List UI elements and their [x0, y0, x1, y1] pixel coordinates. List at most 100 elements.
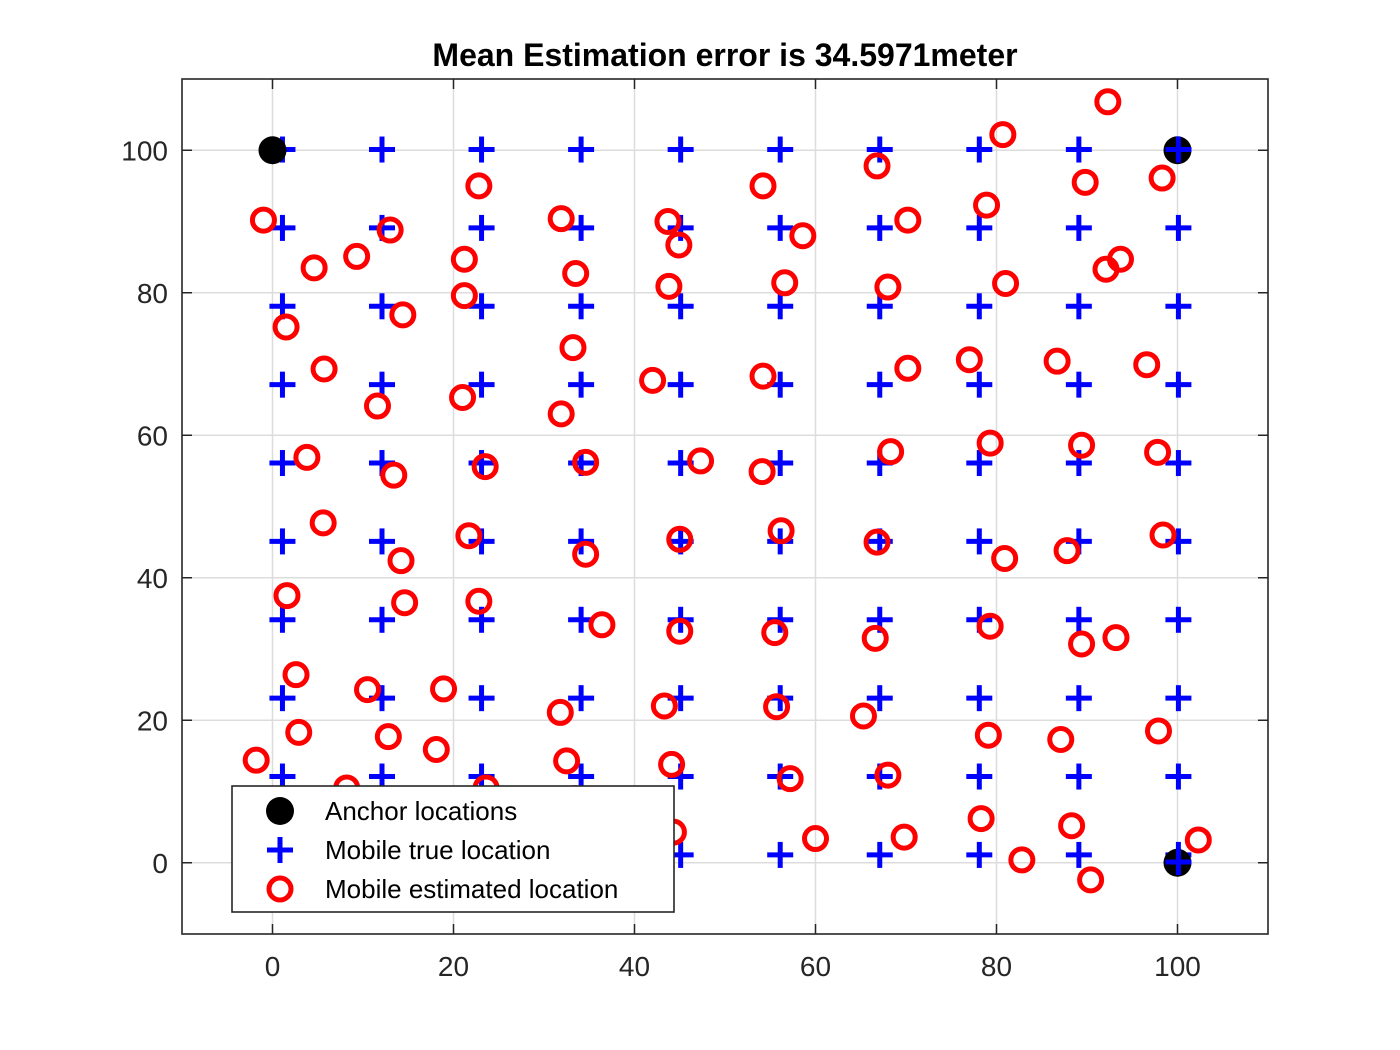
estimated-location-marker	[655, 272, 683, 300]
estimated-location-marker	[559, 334, 587, 362]
estimated-location-marker	[1102, 624, 1130, 652]
estimated-location-marker	[974, 721, 1002, 749]
estimated-location-marker	[553, 747, 581, 775]
estimated-location-marker	[310, 355, 338, 383]
estimated-location-marker	[376, 216, 404, 244]
true-location-marker	[1065, 685, 1092, 712]
estimated-location-marker	[890, 823, 918, 851]
true-location-marker	[866, 371, 893, 398]
estimated-location-marker	[877, 438, 905, 466]
true-location-marker	[866, 841, 893, 868]
estimated-location-marker	[465, 587, 493, 615]
true-location-marker	[269, 528, 296, 555]
estimated-location-marker	[802, 825, 829, 853]
estimated-location-marker	[572, 540, 600, 568]
true-location-marker	[966, 685, 993, 712]
estimated-location-marker	[639, 366, 667, 394]
true-location-marker	[468, 685, 495, 712]
estimated-location-marker	[343, 242, 371, 270]
estimated-location-marker	[1077, 866, 1105, 894]
y-tick-label: 100	[121, 135, 168, 166]
legend-box	[231, 785, 675, 913]
estimated-location-marker	[272, 313, 300, 341]
estimated-location-marker	[894, 206, 922, 234]
true-location-marker	[1065, 763, 1092, 790]
true-location-marker	[767, 136, 794, 163]
true-location-marker	[568, 685, 595, 712]
true-location-marker	[966, 214, 993, 241]
estimated-location-marker	[547, 205, 575, 233]
estimated-location-marker	[894, 354, 922, 382]
true-location-marker	[568, 293, 595, 320]
estimated-location-marker	[650, 692, 678, 720]
estimated-location-marker	[1148, 164, 1176, 192]
true-location-marker	[667, 136, 694, 163]
true-location-marker	[1065, 136, 1092, 163]
legend: Anchor locations Mobile true location Mo…	[231, 785, 675, 913]
estimated-location-marker	[767, 517, 795, 545]
true-location-marker	[1165, 685, 1192, 712]
estimated-location-marker	[863, 528, 891, 556]
legend-estimated-label: Mobile estimated location	[325, 874, 618, 904]
estimated-location-marker	[363, 392, 391, 420]
y-tick-label: 40	[137, 563, 168, 594]
estimated-location-marker	[450, 282, 478, 310]
true-location-marker	[1165, 136, 1192, 163]
true-location-marker	[966, 528, 993, 555]
true-location-marker	[369, 606, 396, 633]
estimated-location-marker	[455, 522, 483, 550]
estimated-location-marker	[387, 547, 415, 575]
true-location-marker	[369, 293, 396, 320]
estimated-location-marker	[546, 698, 574, 726]
estimated-location-marker	[1184, 826, 1212, 854]
estimated-location-marker	[658, 750, 686, 778]
true-location-marker	[1165, 371, 1192, 398]
axis-ticks	[182, 79, 1268, 934]
true-location-marker	[966, 763, 993, 790]
estimated-location-marker	[1058, 812, 1086, 840]
true-location-marker	[1065, 371, 1092, 398]
estimated-location-marker	[991, 545, 1019, 573]
true-location-marker	[1065, 293, 1092, 320]
y-tick-label: 80	[137, 278, 168, 309]
true-location-marker	[468, 136, 495, 163]
x-tick-label: 20	[438, 951, 469, 982]
estimated-location-marker	[588, 611, 616, 639]
true-location-marker	[767, 214, 794, 241]
estimated-location-marker	[249, 206, 277, 234]
true-location-marker	[1165, 214, 1192, 241]
x-tick-label: 0	[265, 951, 281, 982]
estimated-location-marker	[1149, 521, 1177, 549]
estimated-location-marker	[354, 676, 382, 704]
true-location-marker	[269, 685, 296, 712]
estimated-location-marker	[389, 301, 417, 329]
estimated-location-marker	[1144, 717, 1172, 745]
legend-estimated-marker	[266, 875, 294, 903]
estimated-location-marker	[761, 619, 789, 647]
estimated-location-marker	[976, 612, 1004, 640]
plot-area-frame	[181, 78, 1269, 935]
y-tick-label: 60	[137, 420, 168, 451]
true-location-marker	[866, 136, 893, 163]
true-location-marker	[667, 371, 694, 398]
true-location-marker	[1165, 849, 1192, 876]
legend-true-label: Mobile true location	[325, 835, 550, 865]
true-location-marker	[966, 371, 993, 398]
true-location-marker	[767, 841, 794, 868]
true-location-marker	[269, 371, 296, 398]
estimated-location-marker	[547, 400, 575, 428]
estimated-location-marker	[449, 383, 477, 411]
estimated-location-marker	[1106, 245, 1134, 273]
true-location-marker	[667, 293, 694, 320]
estimated-location-marker	[1133, 351, 1161, 379]
x-tick-label: 80	[981, 951, 1012, 982]
estimated-location-marker	[874, 273, 902, 301]
estimated-location-marker	[1068, 630, 1096, 658]
estimated-location-marker	[776, 765, 804, 793]
estimated-location-marker	[789, 222, 817, 250]
estimated-location-marker	[863, 152, 891, 180]
estimated-location-marker	[748, 458, 776, 486]
estimated-location-marker	[471, 453, 499, 481]
chart-title: Mean Estimation error is 34.5971meter	[432, 37, 1017, 73]
true-location-marker	[966, 293, 993, 320]
